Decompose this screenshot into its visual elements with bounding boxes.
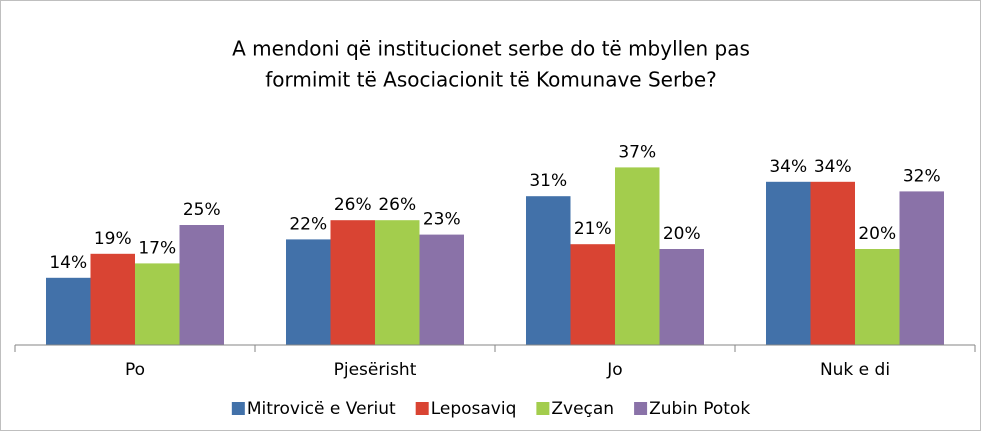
data-label: 37% xyxy=(618,142,656,162)
x-tick-label: Po xyxy=(125,360,145,380)
data-label: 34% xyxy=(814,157,852,177)
bar xyxy=(766,181,811,345)
legend-swatch xyxy=(231,402,245,415)
data-label: 21% xyxy=(574,219,612,239)
legend-label: Zveçan xyxy=(551,399,614,419)
bar xyxy=(419,234,464,345)
chart-title: formimit të Asociacionit të Komunave Ser… xyxy=(265,68,717,92)
bar xyxy=(375,220,420,345)
bar xyxy=(810,181,855,345)
bar xyxy=(570,244,615,345)
bar xyxy=(899,191,944,345)
bar xyxy=(659,249,704,345)
bar xyxy=(135,263,180,345)
legend-swatch xyxy=(415,402,429,415)
data-label: 32% xyxy=(903,166,941,186)
legend-label: Leposaviq xyxy=(431,399,517,419)
bar xyxy=(46,277,91,345)
x-tick-label: Pjesërisht xyxy=(334,360,417,380)
data-label: 14% xyxy=(49,253,87,273)
x-tick-label: Nuk e di xyxy=(820,360,890,380)
bar xyxy=(855,249,900,345)
legend-swatch xyxy=(536,402,550,415)
data-label: 17% xyxy=(138,238,176,258)
legend-swatch xyxy=(634,402,648,415)
data-label: 20% xyxy=(663,224,701,244)
data-label: 20% xyxy=(858,224,896,244)
x-tick-label: Jo xyxy=(606,360,622,380)
bar xyxy=(526,196,571,345)
data-label: 23% xyxy=(423,210,461,230)
chart-title: A mendoni që institucionet serbe do të m… xyxy=(232,37,750,61)
bar xyxy=(286,239,331,345)
data-label: 26% xyxy=(378,195,416,215)
legend-label: Zubin Potok xyxy=(649,399,750,419)
legend-label: Mitrovicë e Veriut xyxy=(247,399,396,419)
bar xyxy=(615,167,660,345)
data-label: 34% xyxy=(769,157,807,177)
data-label: 26% xyxy=(334,195,372,215)
data-label: 31% xyxy=(529,171,567,191)
data-label: 22% xyxy=(289,214,327,234)
data-label: 25% xyxy=(183,200,221,220)
bar xyxy=(90,253,135,345)
bar xyxy=(179,225,224,345)
bar xyxy=(330,220,375,345)
data-label: 19% xyxy=(94,229,132,249)
